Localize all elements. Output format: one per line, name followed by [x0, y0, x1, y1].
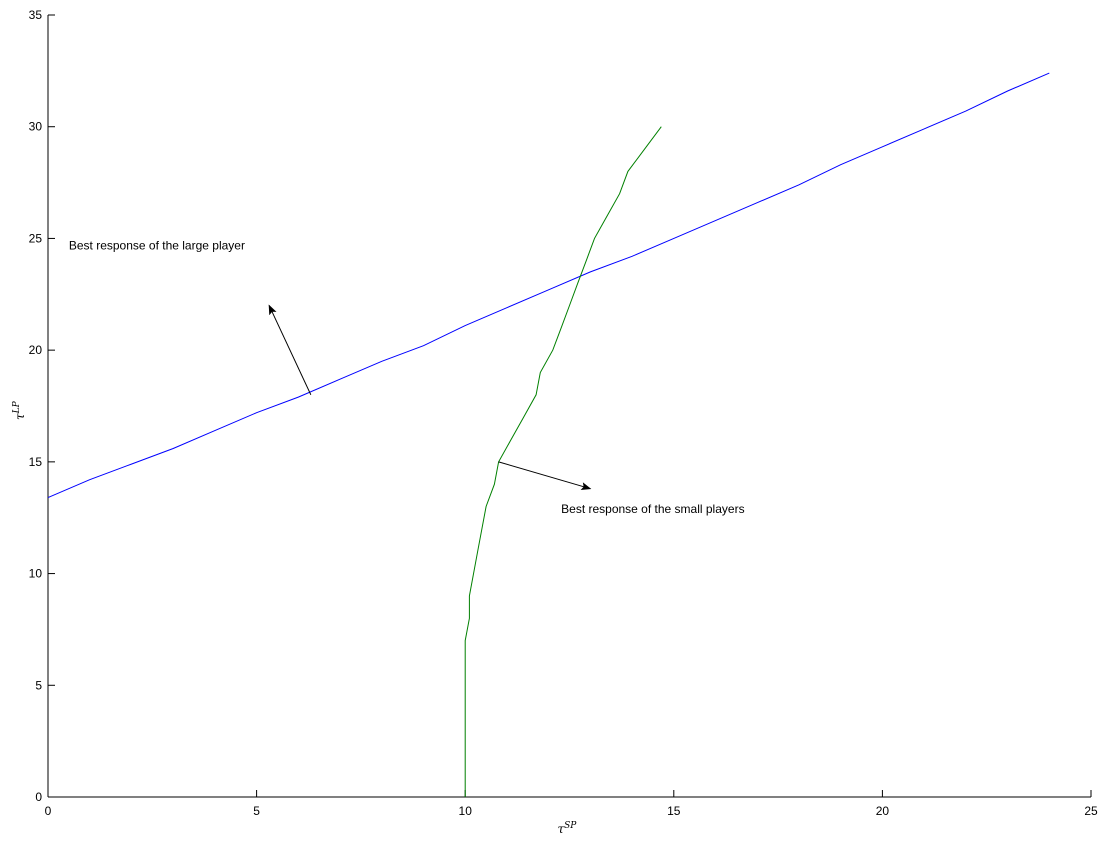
annotation-arrow-small — [498, 461, 592, 490]
x-tick-label: 20 — [876, 804, 890, 818]
x-tick-label: 5 — [253, 804, 260, 818]
y-tick-label: 5 — [35, 678, 42, 692]
series-line-large — [47, 72, 1050, 499]
y-tick-label: 20 — [29, 343, 43, 357]
x-tick-label: 25 — [1084, 804, 1098, 818]
x-tick-label: 15 — [667, 804, 681, 818]
y-tick-label: 15 — [29, 455, 43, 469]
x-axis-label: τSP — [558, 821, 578, 836]
axes: 0 5 10 15 20 25 0 5 10 15 20 25 30 35 — [29, 8, 1098, 818]
annotations: Best response of the large player Best re… — [69, 239, 745, 517]
y-axis-label-base: τ — [13, 413, 27, 420]
annotation-text-large: Best response of the large player — [69, 239, 245, 253]
x-tick-label: 10 — [459, 804, 473, 818]
y-tick-label: 25 — [29, 231, 43, 245]
annotation-text-small: Best response of the small players — [561, 502, 744, 516]
x-tick-label: 0 — [45, 804, 52, 818]
y-tick-label: 30 — [29, 120, 43, 134]
y-tick-label: 35 — [29, 8, 43, 22]
y-axis-label: τLP — [12, 400, 27, 420]
y-tick-label: 0 — [35, 790, 42, 804]
y-axis-label-sup: LP — [12, 400, 22, 414]
annotation-arrow-large — [268, 304, 312, 396]
series-line-small — [464, 126, 662, 797]
y-tick-label: 10 — [29, 567, 43, 581]
series-layer — [47, 72, 1050, 797]
x-axis-label-sup: SP — [564, 821, 577, 831]
x-axis-label-base: τ — [558, 822, 565, 836]
